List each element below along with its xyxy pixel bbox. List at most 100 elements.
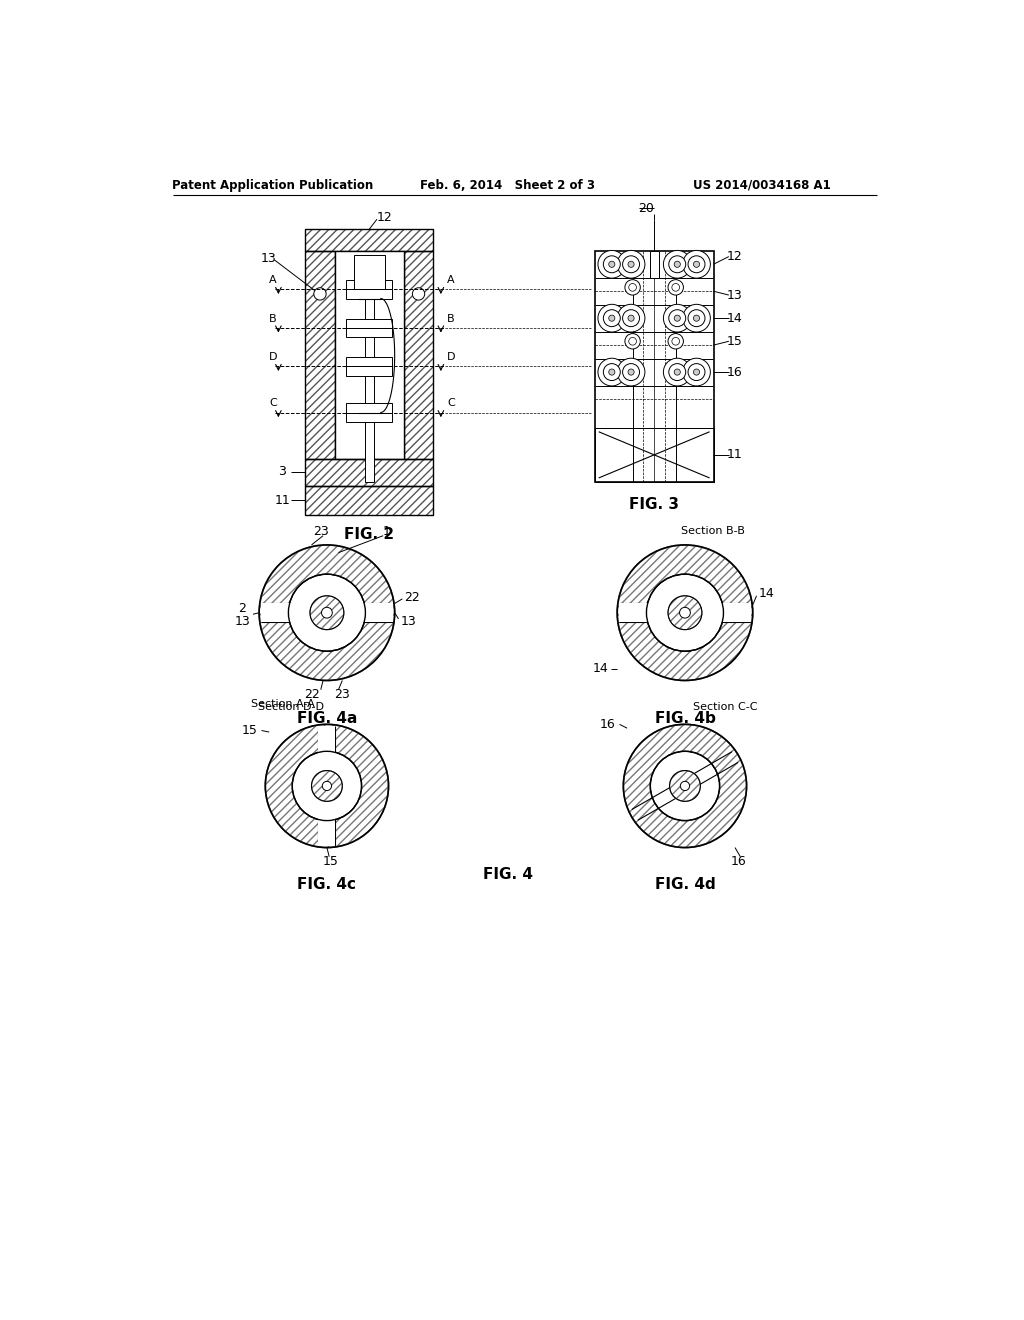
Text: FIG. 4c: FIG. 4c (297, 876, 356, 892)
Circle shape (664, 358, 691, 385)
Circle shape (608, 261, 614, 268)
Circle shape (311, 771, 342, 801)
Bar (618, 603, 752, 622)
Circle shape (625, 280, 640, 296)
Circle shape (608, 370, 614, 375)
Text: 12: 12 (726, 249, 742, 263)
Text: C: C (447, 399, 455, 408)
Circle shape (672, 284, 680, 292)
Text: 2: 2 (239, 602, 246, 615)
Text: 16: 16 (600, 718, 615, 731)
Text: Section C-C: Section C-C (692, 702, 757, 713)
Circle shape (624, 725, 746, 847)
Circle shape (674, 370, 680, 375)
Bar (305, 230, 433, 251)
Circle shape (668, 280, 683, 296)
Text: FIG. 2: FIG. 2 (344, 527, 394, 541)
Bar (305, 486, 433, 515)
Text: 16: 16 (731, 855, 746, 869)
Text: Feb. 6, 2014   Sheet 2 of 3: Feb. 6, 2014 Sheet 2 of 3 (421, 178, 595, 191)
Text: 14: 14 (593, 663, 608, 676)
Text: FIG. 4a: FIG. 4a (297, 711, 357, 726)
Text: B: B (447, 314, 455, 323)
Text: 13: 13 (234, 615, 250, 628)
Circle shape (623, 310, 640, 326)
Text: 13: 13 (726, 289, 742, 301)
Text: 13: 13 (260, 252, 276, 265)
Circle shape (680, 607, 690, 618)
Bar (318, 726, 336, 846)
Bar (305, 486, 433, 515)
Text: FIG. 4b: FIG. 4b (654, 711, 716, 726)
Bar (305, 459, 433, 486)
Circle shape (310, 595, 344, 630)
Text: FIG. 3: FIG. 3 (629, 498, 679, 512)
Circle shape (688, 256, 705, 273)
Text: 15: 15 (242, 723, 258, 737)
Text: Section B-B: Section B-B (681, 527, 745, 536)
Text: Patent Application Publication: Patent Application Publication (172, 178, 374, 191)
Circle shape (625, 334, 640, 348)
Circle shape (289, 574, 366, 651)
Bar (403, 251, 433, 459)
Text: 16: 16 (726, 366, 742, 379)
Bar (595, 428, 714, 482)
Bar (595, 428, 714, 482)
Text: 22: 22 (304, 688, 319, 701)
Circle shape (617, 251, 645, 279)
Circle shape (669, 363, 686, 380)
Circle shape (693, 261, 699, 268)
Circle shape (668, 334, 683, 348)
Circle shape (603, 363, 621, 380)
Circle shape (629, 284, 637, 292)
Circle shape (688, 363, 705, 380)
Bar (354, 255, 385, 289)
Bar (595, 251, 714, 482)
Bar (305, 459, 433, 486)
Circle shape (608, 315, 614, 321)
Text: A: A (447, 275, 455, 285)
Circle shape (669, 310, 686, 326)
Circle shape (598, 251, 626, 279)
Text: D: D (446, 352, 455, 362)
Circle shape (603, 256, 621, 273)
Circle shape (669, 256, 686, 273)
Circle shape (688, 310, 705, 326)
Circle shape (693, 370, 699, 375)
Text: C: C (269, 399, 276, 408)
Text: FIG. 4: FIG. 4 (483, 867, 532, 882)
Circle shape (623, 363, 640, 380)
Circle shape (674, 315, 680, 321)
Text: FIG. 4d: FIG. 4d (654, 876, 716, 892)
Circle shape (683, 358, 711, 385)
Bar (346, 327, 392, 337)
Circle shape (683, 251, 711, 279)
Circle shape (672, 338, 680, 345)
Text: 15: 15 (726, 335, 742, 347)
Circle shape (617, 358, 645, 385)
Bar (403, 251, 433, 459)
Bar (346, 318, 392, 327)
Circle shape (259, 545, 394, 681)
Text: 15: 15 (323, 855, 339, 869)
Text: 13: 13 (400, 615, 417, 628)
Circle shape (623, 256, 640, 273)
Circle shape (617, 305, 645, 333)
Text: 23: 23 (335, 688, 350, 701)
Bar (346, 289, 392, 298)
Bar (649, 251, 658, 277)
Circle shape (323, 781, 332, 791)
Text: 12: 12 (377, 211, 392, 224)
Text: 11: 11 (726, 449, 742, 462)
Text: Section A-A: Section A-A (252, 698, 315, 709)
Bar (346, 412, 392, 422)
Text: B: B (269, 314, 276, 323)
Circle shape (322, 607, 333, 618)
Text: 1: 1 (383, 524, 391, 537)
Circle shape (628, 315, 634, 321)
Circle shape (670, 771, 700, 801)
Text: Section D-D: Section D-D (258, 702, 324, 713)
Text: 14: 14 (726, 312, 742, 325)
Circle shape (683, 305, 711, 333)
Bar (346, 367, 392, 376)
